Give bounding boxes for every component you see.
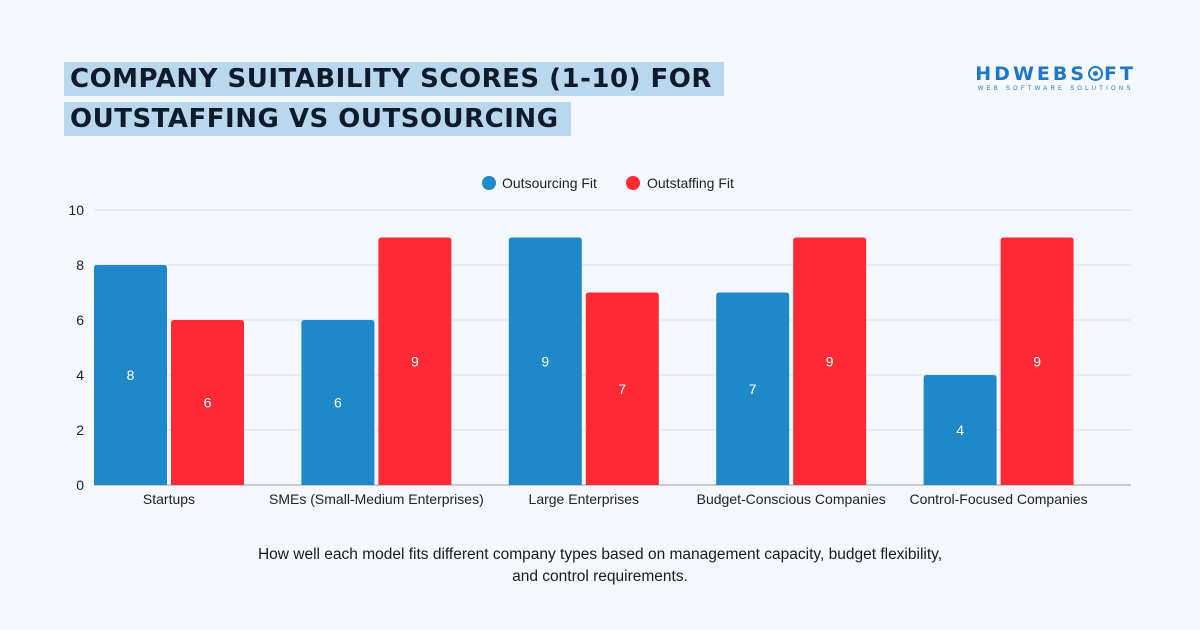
x-tick-label: Budget-Conscious Companies [697,491,886,507]
x-tick-label: SMEs (Small-Medium Enterprises) [269,491,484,507]
bar-outsourcing [923,375,997,485]
bar-value-label: 9 [541,353,549,369]
logo-wordmark: HDWEBS FT [975,64,1136,84]
bar-value-label: 6 [334,395,342,411]
y-tick-label: 2 [76,422,84,438]
bar-value-label: 7 [749,381,757,397]
y-tick-label: 4 [76,367,84,383]
x-tick-label: Large Enterprises [529,491,640,507]
bar-outsourcing [94,265,167,485]
bar-value-label: 7 [618,381,626,397]
legend-marker-outstaffing [626,176,640,190]
logo-text-end: FT [1104,63,1136,85]
x-tick-label: Control-Focused Companies [909,491,1087,507]
bar-value-label: 6 [204,395,212,411]
logo-tagline: WEB SOFTWARE SOLUTIONS [977,86,1134,92]
legend-label-outstaffing: Outstaffing Fit [647,175,734,191]
chart-title: COMPANY SUITABILITY SCORES (1-10) FOR OU… [64,62,744,142]
bar-value-label: 8 [127,367,135,383]
chart-caption: How well each model fits different compa… [257,546,943,585]
bar-value-label: 4 [956,422,964,438]
y-tick-label: 6 [76,312,84,328]
globe-icon [1088,66,1104,81]
y-tick-label: 0 [76,477,84,493]
title-line-2: OUTSTAFFING VS OUTSOURCING [64,102,571,136]
bar-outstaffing [171,320,244,485]
bar-outstaffing [585,292,659,485]
x-tick-label: Startups [143,491,195,507]
brand-logo: HDWEBS FT WEB SOFTWARE SOLUTIONS [975,64,1136,92]
y-tick-label: 8 [76,257,84,273]
bar-value-label: 9 [411,353,419,369]
legend-marker-outsourcing [482,176,496,190]
bar-outstaffing [378,237,452,485]
title-line-1: COMPANY SUITABILITY SCORES (1-10) FOR [64,62,724,96]
bar-value-label: 9 [826,353,834,369]
bar-outstaffing [793,237,867,485]
legend-label-outsourcing: Outsourcing Fit [502,175,597,191]
y-tick-label: 10 [68,202,84,218]
bar-outsourcing [508,237,582,485]
bar-value-label: 9 [1033,353,1041,369]
logo-text-start: HDWEBS [975,63,1088,85]
bar-outsourcing [301,320,375,485]
bar-outstaffing [1000,237,1074,485]
bar-outsourcing [716,292,790,485]
